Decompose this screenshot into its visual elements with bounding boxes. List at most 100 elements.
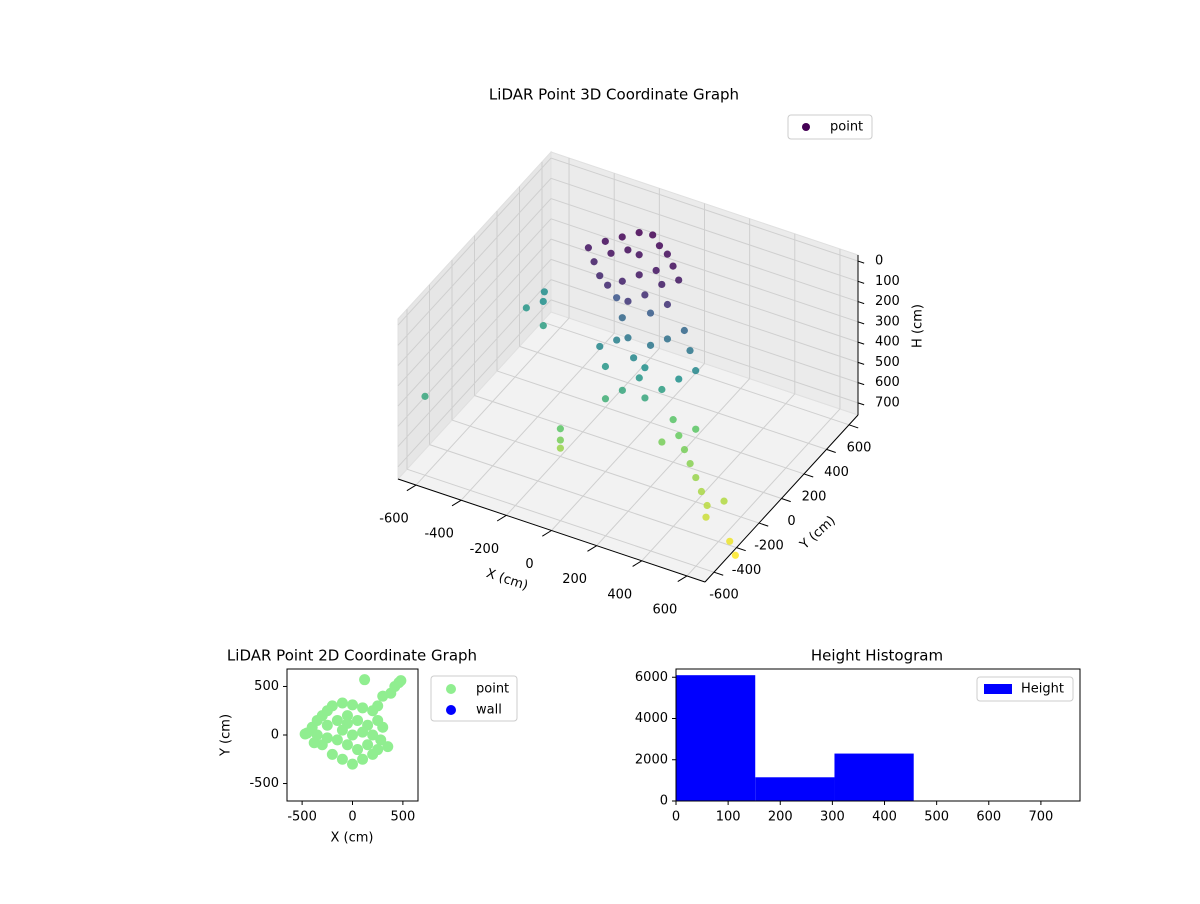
grid-line	[550, 299, 859, 404]
legend-marker	[446, 705, 456, 715]
x-tick-label: 0	[348, 810, 356, 825]
x-axis-label: X (cm)	[331, 831, 374, 846]
data-point	[347, 699, 358, 711]
data-point	[669, 262, 677, 270]
y-tick-label: 4000	[635, 711, 668, 726]
data-point	[556, 444, 564, 452]
data-point	[618, 277, 626, 285]
tick-mark	[857, 301, 865, 305]
data-point	[641, 364, 649, 372]
tick-mark	[713, 571, 724, 576]
data-point	[703, 501, 711, 510]
data-point	[590, 258, 598, 266]
z-tick-label: 0	[875, 254, 883, 269]
x-tick-label: 400	[872, 810, 897, 825]
x-tick-label: -600	[379, 512, 409, 527]
tick-mark	[632, 560, 643, 567]
data-point	[649, 231, 657, 239]
data-point	[675, 375, 683, 383]
data-point	[663, 335, 672, 343]
data-point	[731, 551, 739, 559]
data-point	[352, 744, 364, 756]
data-point	[395, 675, 407, 687]
y-tick-label: 0	[271, 728, 279, 743]
z-tick-label: 300	[875, 314, 900, 329]
data-point	[658, 385, 666, 394]
data-point	[635, 374, 643, 382]
data-point	[658, 280, 666, 289]
data-point	[326, 748, 338, 760]
data-point	[584, 244, 593, 252]
tick-mark	[857, 341, 865, 345]
grid-line	[474, 395, 782, 499]
data-point	[347, 729, 358, 741]
data-point	[652, 266, 660, 275]
grid-line	[397, 157, 552, 326]
x-tick-label: -200	[470, 542, 500, 557]
grid-line	[550, 279, 859, 384]
y-tick-label: 0	[787, 514, 795, 529]
z-tick-label: 100	[875, 274, 900, 289]
legend-label: point	[830, 120, 863, 135]
tick-mark	[857, 280, 865, 284]
data-point	[359, 674, 371, 686]
data-point	[726, 537, 734, 545]
z-tick-label: 200	[875, 294, 900, 309]
grid-line	[550, 218, 859, 323]
y-axis-line	[704, 414, 859, 583]
data-point	[382, 741, 394, 753]
data-point	[618, 386, 626, 394]
data-point	[341, 717, 353, 729]
data-point	[539, 297, 547, 306]
x-tick-label: 100	[716, 810, 741, 825]
data-point	[311, 729, 323, 741]
legend-label: Height	[1021, 682, 1064, 697]
y-axis-label: Y (cm)	[219, 714, 234, 757]
data-point	[641, 291, 649, 299]
data-point	[635, 271, 643, 279]
x-tick-label: 700	[1028, 810, 1053, 825]
legend-box	[787, 114, 873, 140]
data-point	[601, 362, 610, 371]
chart-title: LiDAR Point 2D Coordinate Graph	[227, 647, 477, 665]
z-tick-label: 700	[875, 395, 900, 410]
data-point	[624, 334, 632, 342]
x-axis-line	[397, 478, 706, 583]
grid-line	[406, 468, 715, 573]
legend-marker	[802, 123, 810, 131]
x-tick-label: 300	[820, 810, 845, 825]
x-tick-label: -400	[424, 527, 454, 542]
data-point	[540, 288, 548, 296]
data-point	[331, 714, 343, 726]
y-tick-label: 6000	[635, 670, 668, 685]
legend-box	[976, 676, 1074, 702]
y-tick-label: 600	[847, 440, 872, 455]
bar	[676, 675, 756, 801]
tick-mark	[857, 402, 865, 406]
grid-line	[496, 370, 805, 475]
data-point	[601, 237, 609, 245]
data-point	[367, 729, 379, 741]
y-tick-label: 2000	[635, 752, 668, 767]
data-point	[341, 710, 353, 722]
z-tick-label: 400	[875, 335, 900, 350]
data-point	[635, 228, 643, 237]
tick-mark	[587, 545, 597, 552]
data-point	[663, 250, 671, 258]
data-point	[692, 367, 700, 375]
data-point	[655, 242, 664, 250]
chart-title: LiDAR Point 3D Coordinate Graph	[489, 86, 739, 104]
tick-mark	[496, 514, 507, 522]
data-point	[352, 714, 364, 726]
data-point	[669, 416, 677, 424]
data-point	[635, 251, 643, 259]
tick-mark	[677, 575, 688, 583]
y-tick-label: 500	[254, 679, 279, 694]
data-point	[680, 445, 689, 454]
grid-line	[429, 444, 737, 549]
tick-mark	[857, 361, 865, 365]
tick-mark	[542, 530, 552, 537]
z-tick-label: 500	[875, 355, 900, 370]
data-point	[720, 497, 728, 505]
data-point	[357, 753, 369, 765]
